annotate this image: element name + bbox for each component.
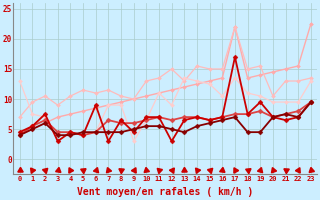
X-axis label: Vent moyen/en rafales ( km/h ): Vent moyen/en rafales ( km/h ) <box>77 187 253 197</box>
